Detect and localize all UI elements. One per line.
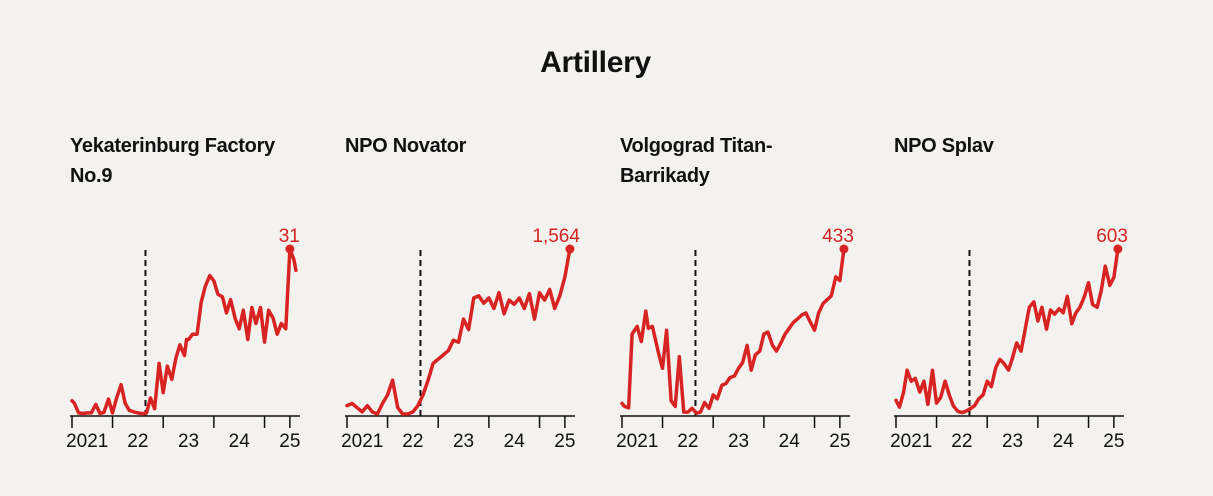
end-value-label: 433 — [822, 226, 854, 247]
end-point-marker — [839, 244, 849, 254]
line-chart: 2021 22 23 24 25 31 — [66, 226, 300, 452]
x-tick-label: 24 — [229, 431, 251, 452]
series-line — [894, 247, 1120, 415]
end-value-label: 603 — [1096, 226, 1128, 247]
panel-title: NPO Splav — [894, 135, 994, 157]
chart-main-title: Artillery — [540, 46, 651, 79]
line-chart: 2021 22 23 24 25 1,564 — [341, 226, 580, 452]
x-tick-label: 23 — [178, 431, 199, 452]
x-tick-label: 25 — [279, 431, 300, 452]
line-chart: 2021 22 23 24 25 603 — [890, 226, 1128, 452]
end-point-marker — [285, 244, 295, 254]
x-tick-label: 24 — [504, 431, 526, 452]
x-tick-label: 2021 — [341, 431, 383, 452]
end-point-marker — [565, 244, 575, 254]
panel-volgograd: Volgograd Titan-Barrikady 2021 22 23 24 25 43… — [616, 0, 868, 496]
series-line — [345, 247, 572, 416]
x-tick-label: 2021 — [616, 431, 658, 452]
x-tick-label: 25 — [554, 431, 575, 452]
x-tick-label: 22 — [127, 431, 148, 452]
x-tick-label: 22 — [951, 431, 972, 452]
panel-splav: NPO Splav 2021 22 23 24 25 603 — [890, 0, 1142, 496]
end-point-marker — [1113, 244, 1123, 254]
x-tick-label: 25 — [829, 431, 850, 452]
x-tick-label: 23 — [1002, 431, 1023, 452]
panel-title: Volgograd Titan-Barrikady — [620, 135, 773, 187]
series-line — [620, 247, 846, 415]
panel-novator: NPO Novator 2021 22 23 24 25 1,564 — [341, 0, 593, 496]
series-line — [70, 247, 298, 416]
x-tick-label: 2021 — [66, 431, 108, 452]
x-tick-label: 2021 — [890, 431, 932, 452]
panel-title: NPO Novator — [345, 135, 467, 157]
x-tick-label: 23 — [453, 431, 474, 452]
x-tick-label: 24 — [1053, 431, 1075, 452]
end-value-label: 31 — [279, 226, 300, 247]
panel-title: Yekaterinburg Factory No.9 — [70, 135, 275, 187]
x-tick-label: 24 — [779, 431, 801, 452]
end-value-label: 1,564 — [532, 226, 580, 247]
x-tick-label: 23 — [728, 431, 749, 452]
x-tick-label: 22 — [677, 431, 698, 452]
panel-yekaterinburg: Yekaterinburg Factory No.9 2021 22 23 24 25 3… — [66, 0, 318, 496]
x-tick-label: 22 — [402, 431, 423, 452]
line-chart: 2021 22 23 24 25 433 — [616, 226, 854, 452]
x-tick-label: 25 — [1103, 431, 1124, 452]
